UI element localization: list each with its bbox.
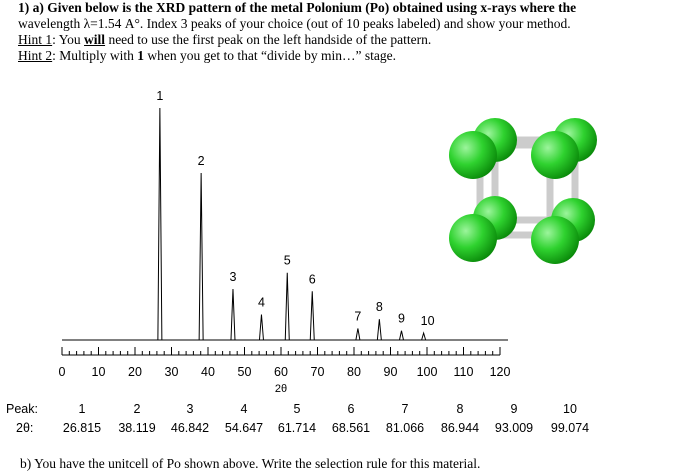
text: : You [52, 32, 85, 47]
peak [284, 272, 290, 341]
emphasis: will [84, 32, 106, 47]
two-theta: 46.842 [171, 421, 209, 435]
peak [355, 328, 361, 341]
x-tick-label: 30 [165, 365, 179, 379]
x-axis-label: 2θ [275, 383, 287, 395]
two-theta: 81.066 [386, 421, 424, 435]
peak-label: 1 [156, 89, 163, 103]
line: b) You have the unitcell of Po shown abo… [20, 456, 480, 472]
peak-label: 3 [229, 270, 236, 284]
x-tick-label: 100 [417, 365, 438, 379]
peak-label: 7 [354, 309, 361, 323]
hint-label: Hint 1 [18, 32, 53, 47]
peak [376, 319, 382, 341]
x-tick-label: 70 [311, 365, 325, 379]
x-tick-label: 20 [128, 365, 142, 379]
row-header: 2θ: [16, 421, 33, 435]
text: b) You have the unitcell of Po shown abo… [20, 456, 481, 471]
peak-number: 9 [511, 402, 518, 416]
line: 1) a) Given below is the XRD pattern of … [18, 0, 576, 16]
peak-label: 6 [309, 272, 316, 286]
text: wavelength λ=1.54 A°. Index 3 peaks of y… [18, 16, 571, 31]
x-tick-label: 90 [384, 365, 398, 379]
two-theta: 26.815 [63, 421, 101, 435]
line: Hint 2: Multiply with 1 when you get to … [18, 48, 396, 64]
x-tick-label: 50 [238, 365, 252, 379]
row-header: Peak: [6, 402, 38, 416]
two-theta: 93.009 [495, 421, 533, 435]
text: : Multiply with [52, 48, 138, 63]
x-tick-label: 80 [347, 365, 361, 379]
peak [198, 172, 204, 341]
peak-number: 3 [187, 402, 194, 416]
x-tick-label: 110 [454, 365, 474, 379]
peak-label: 4 [258, 295, 265, 309]
unit-cell [449, 118, 597, 264]
x-tick-label: 40 [201, 365, 215, 379]
peak-label: 10 [421, 314, 435, 328]
text: 1) a) Given below is the XRD pattern of … [18, 0, 577, 15]
peak-number: 1 [79, 402, 86, 416]
line: wavelength λ=1.54 A°. Index 3 peaks of y… [18, 16, 571, 32]
peak [258, 314, 264, 341]
peak-number: 8 [457, 402, 464, 416]
x-tick-label: 60 [274, 365, 288, 379]
peak-number: 6 [348, 402, 355, 416]
peak-number: 7 [402, 402, 409, 416]
peak [157, 107, 163, 341]
peak [230, 288, 236, 341]
peak-label: 8 [376, 300, 383, 314]
two-theta: 86.944 [441, 421, 479, 435]
text: when you get to that “divide by min…” st… [144, 48, 396, 63]
two-theta: 99.074 [551, 421, 589, 435]
line: Hint 1: You will need to use the first p… [18, 32, 431, 48]
peak [421, 331, 427, 341]
peak-number: 10 [563, 402, 577, 416]
peak-label: 5 [284, 254, 291, 268]
two-theta: 54.647 [225, 421, 263, 435]
x-tick-label: 0 [59, 365, 66, 379]
peak-number: 2 [134, 402, 141, 416]
peak-label: 2 [198, 154, 205, 168]
x-tick-label: 120 [490, 365, 511, 379]
peak [398, 330, 404, 341]
peak-number: 4 [241, 402, 248, 416]
x-tick-label: 10 [92, 365, 106, 379]
peak [309, 291, 315, 341]
peak-label: 9 [398, 312, 405, 326]
two-theta: 68.561 [332, 421, 370, 435]
peak-number: 5 [294, 402, 301, 416]
text: need to use the first peak on the left h… [105, 32, 432, 47]
emphasis: 1 [137, 48, 145, 63]
hint-label: Hint 2 [18, 48, 53, 63]
two-theta: 61.714 [278, 421, 316, 435]
two-theta: 38.119 [118, 421, 155, 435]
